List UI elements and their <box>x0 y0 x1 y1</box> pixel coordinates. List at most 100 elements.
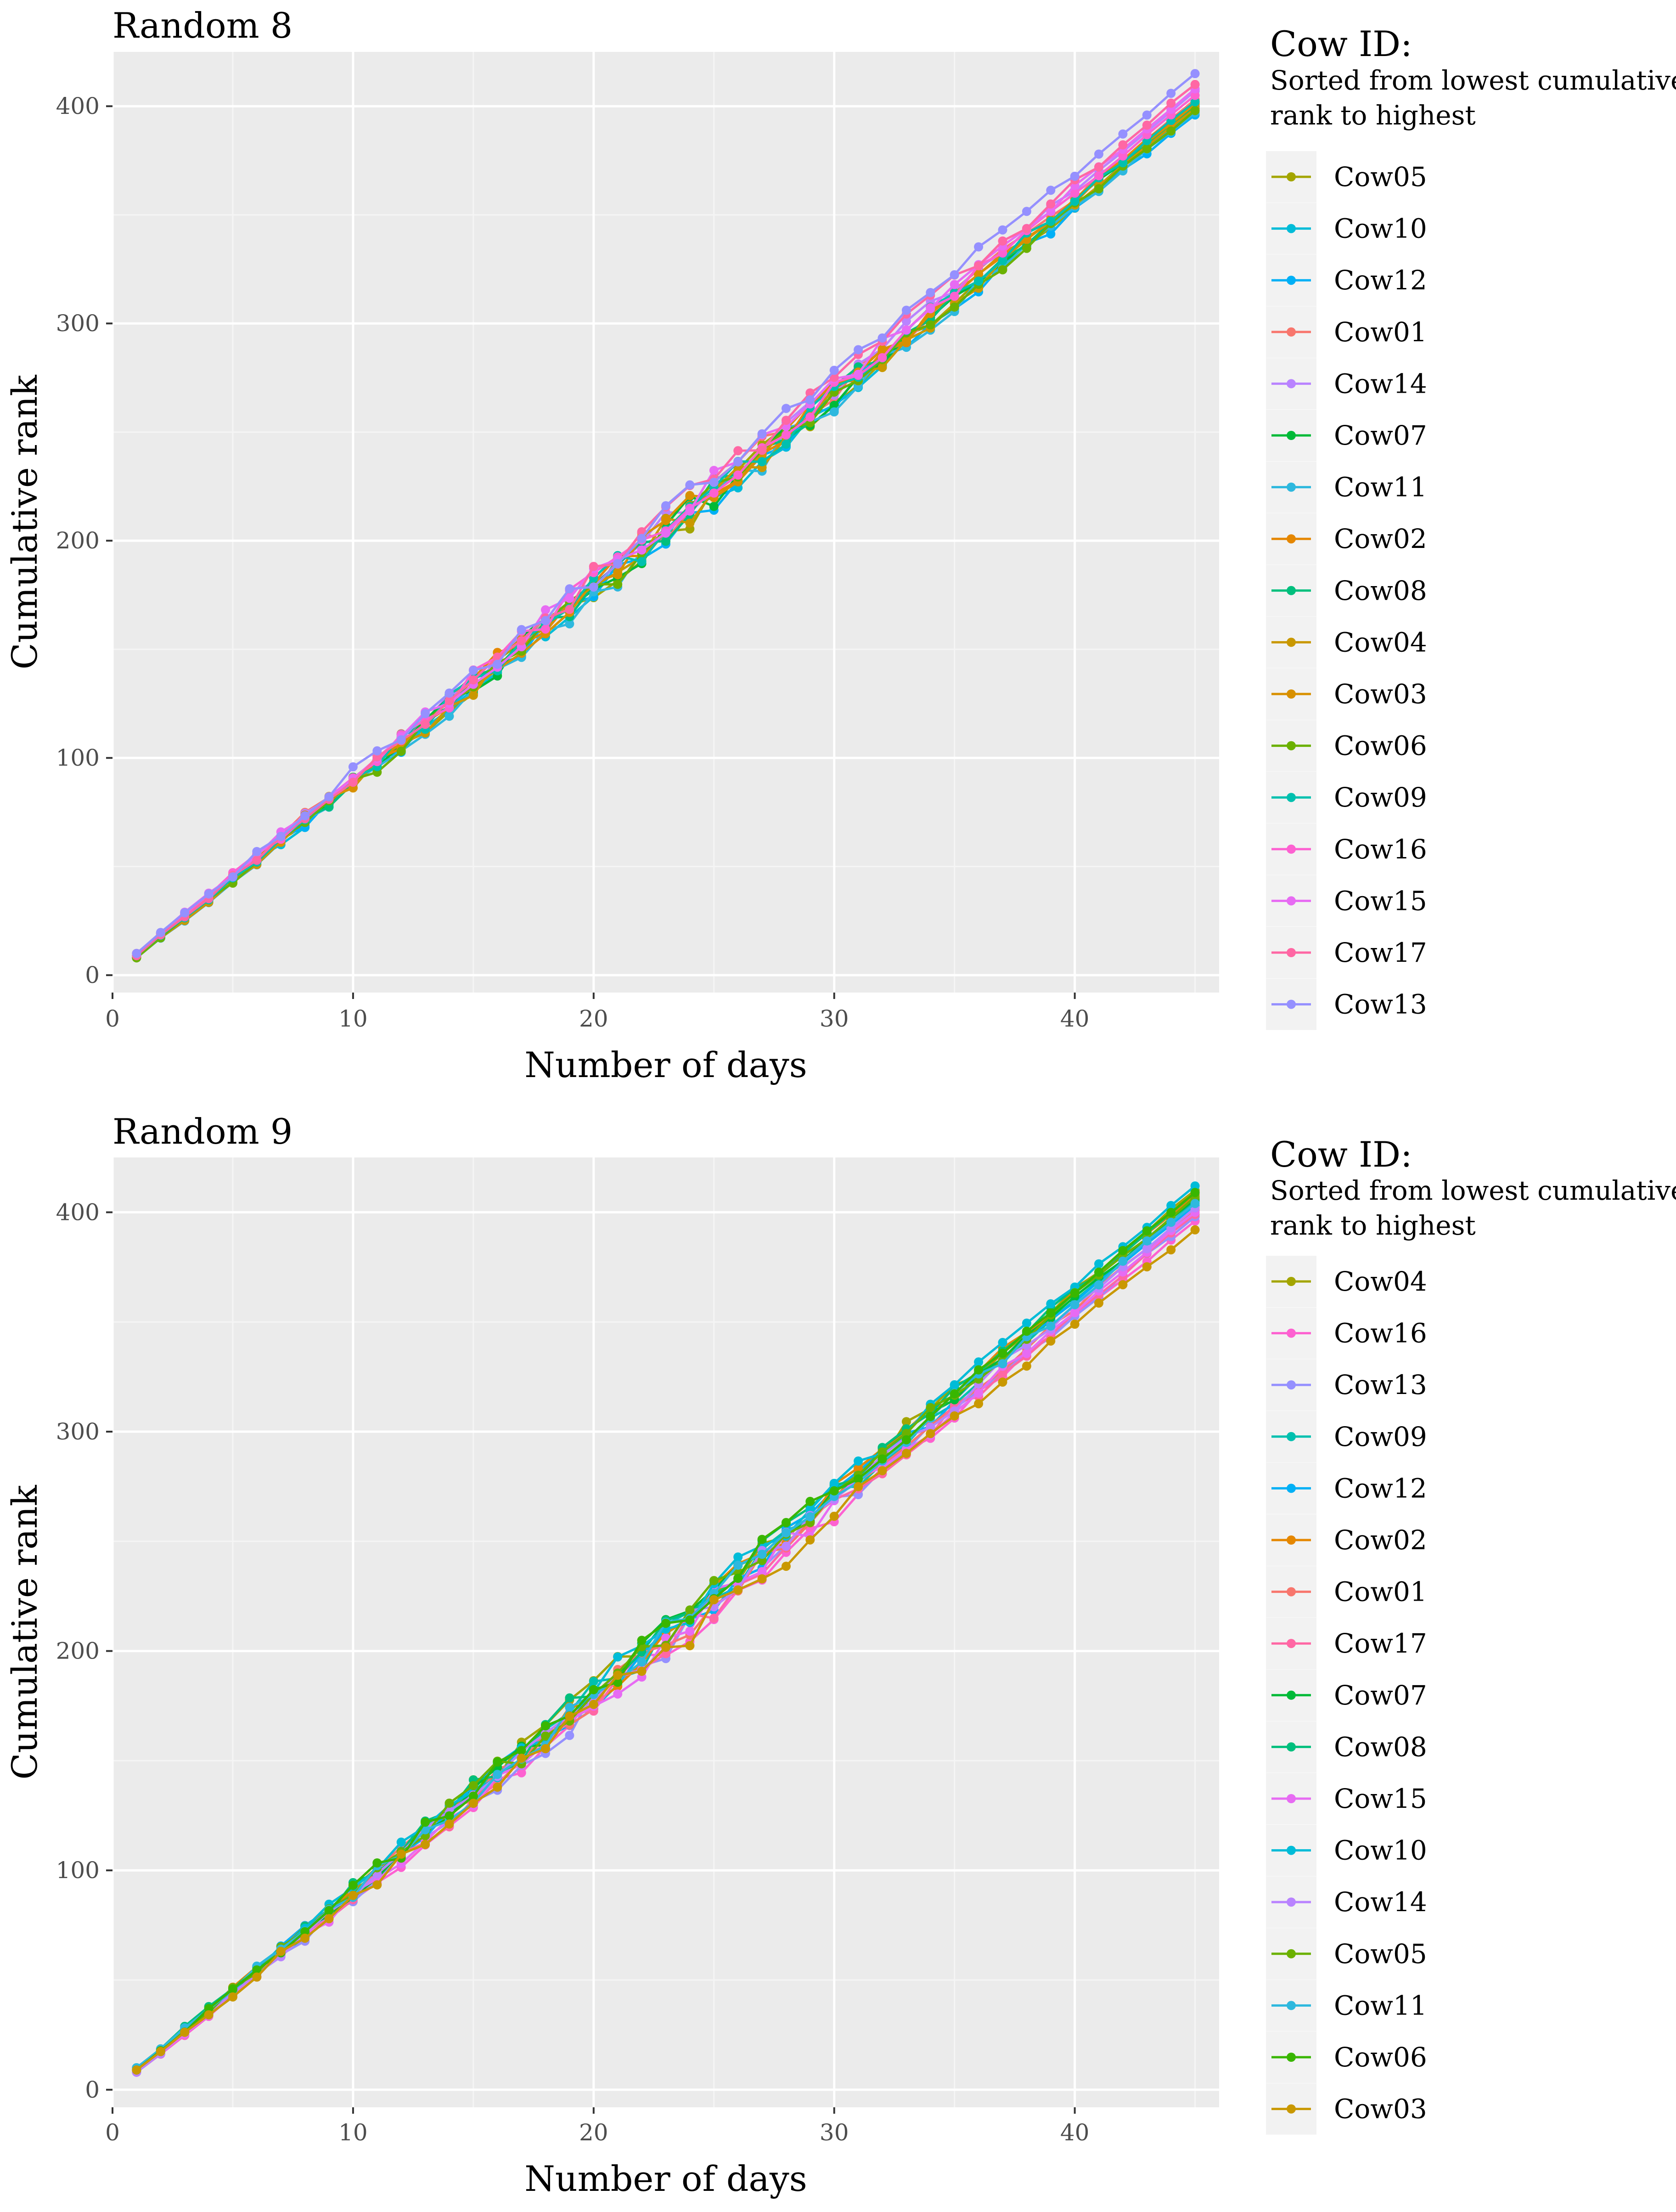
y-tick-label: 300 <box>56 1418 100 1445</box>
data-point <box>468 675 478 685</box>
legend-item: Cow04 <box>1266 616 1427 668</box>
data-point <box>877 1454 887 1464</box>
data-point <box>733 1552 743 1562</box>
data-point <box>444 1811 454 1821</box>
data-point <box>1118 140 1128 150</box>
y-axis-label: Cumulative rank <box>4 374 45 669</box>
y-tick-label: 100 <box>56 1857 100 1884</box>
data-point <box>877 353 887 362</box>
data-point <box>372 1880 382 1890</box>
x-tick-label: 40 <box>1060 2119 1090 2146</box>
legend-item: Cow15 <box>1266 1773 1427 1824</box>
data-point <box>565 1703 574 1712</box>
legend: Cow ID: Sorted from lowest cumulative ra… <box>1266 1134 1676 2135</box>
x-tick-label: 0 <box>105 2119 120 2146</box>
data-point <box>805 1496 815 1506</box>
legend-label: Cow12 <box>1334 265 1427 296</box>
data-point <box>1022 224 1031 233</box>
data-point <box>541 605 550 615</box>
x-tick-label: 30 <box>820 1005 849 1032</box>
data-point <box>493 1783 502 1792</box>
legend-item: Cow06 <box>1266 720 1427 772</box>
y-tick-label: 400 <box>56 93 100 119</box>
data-point <box>1070 1308 1080 1317</box>
data-point <box>950 1380 959 1389</box>
legend-key-point <box>1287 1328 1296 1338</box>
y-tick-label: 200 <box>56 527 100 554</box>
data-point <box>493 660 502 669</box>
legend-key-point <box>1287 948 1296 957</box>
data-point <box>1118 1246 1128 1255</box>
data-point <box>974 1357 984 1367</box>
data-point <box>589 1685 598 1694</box>
legend-label: Cow11 <box>1334 472 1427 503</box>
data-point <box>998 1349 1007 1358</box>
data-point <box>444 696 454 705</box>
data-point <box>685 480 695 490</box>
legend-item: Cow07 <box>1266 410 1427 461</box>
data-point <box>613 580 623 589</box>
data-point <box>276 832 286 841</box>
legend-key-point <box>1287 1794 1296 1803</box>
data-point <box>1046 1336 1056 1346</box>
data-point <box>637 1636 647 1645</box>
legend-key-point <box>1287 1949 1296 1958</box>
data-point <box>709 1576 719 1586</box>
data-point <box>541 1731 550 1741</box>
y-axis-ticks: 0 100 200 300 400 <box>56 93 112 988</box>
data-point <box>685 491 695 500</box>
legend-label: Cow09 <box>1334 1421 1427 1452</box>
data-point <box>733 470 743 480</box>
legend-key-point <box>1287 1690 1296 1700</box>
data-point <box>132 948 141 958</box>
data-point <box>493 1757 502 1767</box>
data-point <box>1070 188 1080 198</box>
data-point <box>565 584 574 593</box>
data-point <box>998 265 1007 275</box>
data-point <box>348 1880 358 1890</box>
legend-item: Cow03 <box>1266 668 1427 720</box>
data-point <box>950 1411 959 1421</box>
legend-label: Cow06 <box>1334 730 1427 762</box>
data-point <box>613 1677 623 1687</box>
y-axis-ticks: 0 100 200 300 400 <box>56 1199 112 2103</box>
y-tick-label: 200 <box>56 1638 100 1665</box>
data-point <box>541 616 550 626</box>
data-point <box>1166 1218 1176 1227</box>
data-point <box>1142 144 1152 153</box>
data-point <box>854 345 863 355</box>
data-point <box>782 416 791 425</box>
data-point <box>782 1541 791 1551</box>
data-point <box>252 847 262 856</box>
legend-key-point <box>1287 1639 1296 1648</box>
data-point <box>998 1337 1007 1347</box>
legend-label: Cow04 <box>1334 1266 1427 1297</box>
data-point <box>901 1435 911 1445</box>
data-point <box>998 1369 1007 1378</box>
data-point <box>854 1463 863 1473</box>
data-point <box>685 518 695 528</box>
data-point <box>1046 1299 1056 1309</box>
data-point <box>950 292 959 301</box>
data-point <box>324 792 334 801</box>
data-point <box>421 1817 430 1827</box>
legend-label: Cow12 <box>1334 1473 1427 1504</box>
data-point <box>396 1837 406 1847</box>
legend-item: Cow11 <box>1266 1980 1427 2031</box>
data-point <box>252 1972 262 1982</box>
data-point <box>1070 197 1080 206</box>
legend-key-point <box>1287 586 1296 595</box>
data-point <box>204 889 214 899</box>
grid <box>111 52 1219 993</box>
data-point <box>468 1799 478 1808</box>
data-point <box>950 280 959 289</box>
data-point <box>1022 243 1031 253</box>
data-point <box>998 225 1007 235</box>
legend-label: Cow07 <box>1334 1680 1427 1711</box>
data-point <box>1022 1326 1031 1336</box>
data-point <box>829 372 839 382</box>
legend-subtitle: Sorted from lowest cumulative <box>1270 65 1676 96</box>
data-point <box>204 2010 214 2020</box>
data-point <box>1142 1236 1152 1246</box>
data-point <box>348 1890 358 1900</box>
